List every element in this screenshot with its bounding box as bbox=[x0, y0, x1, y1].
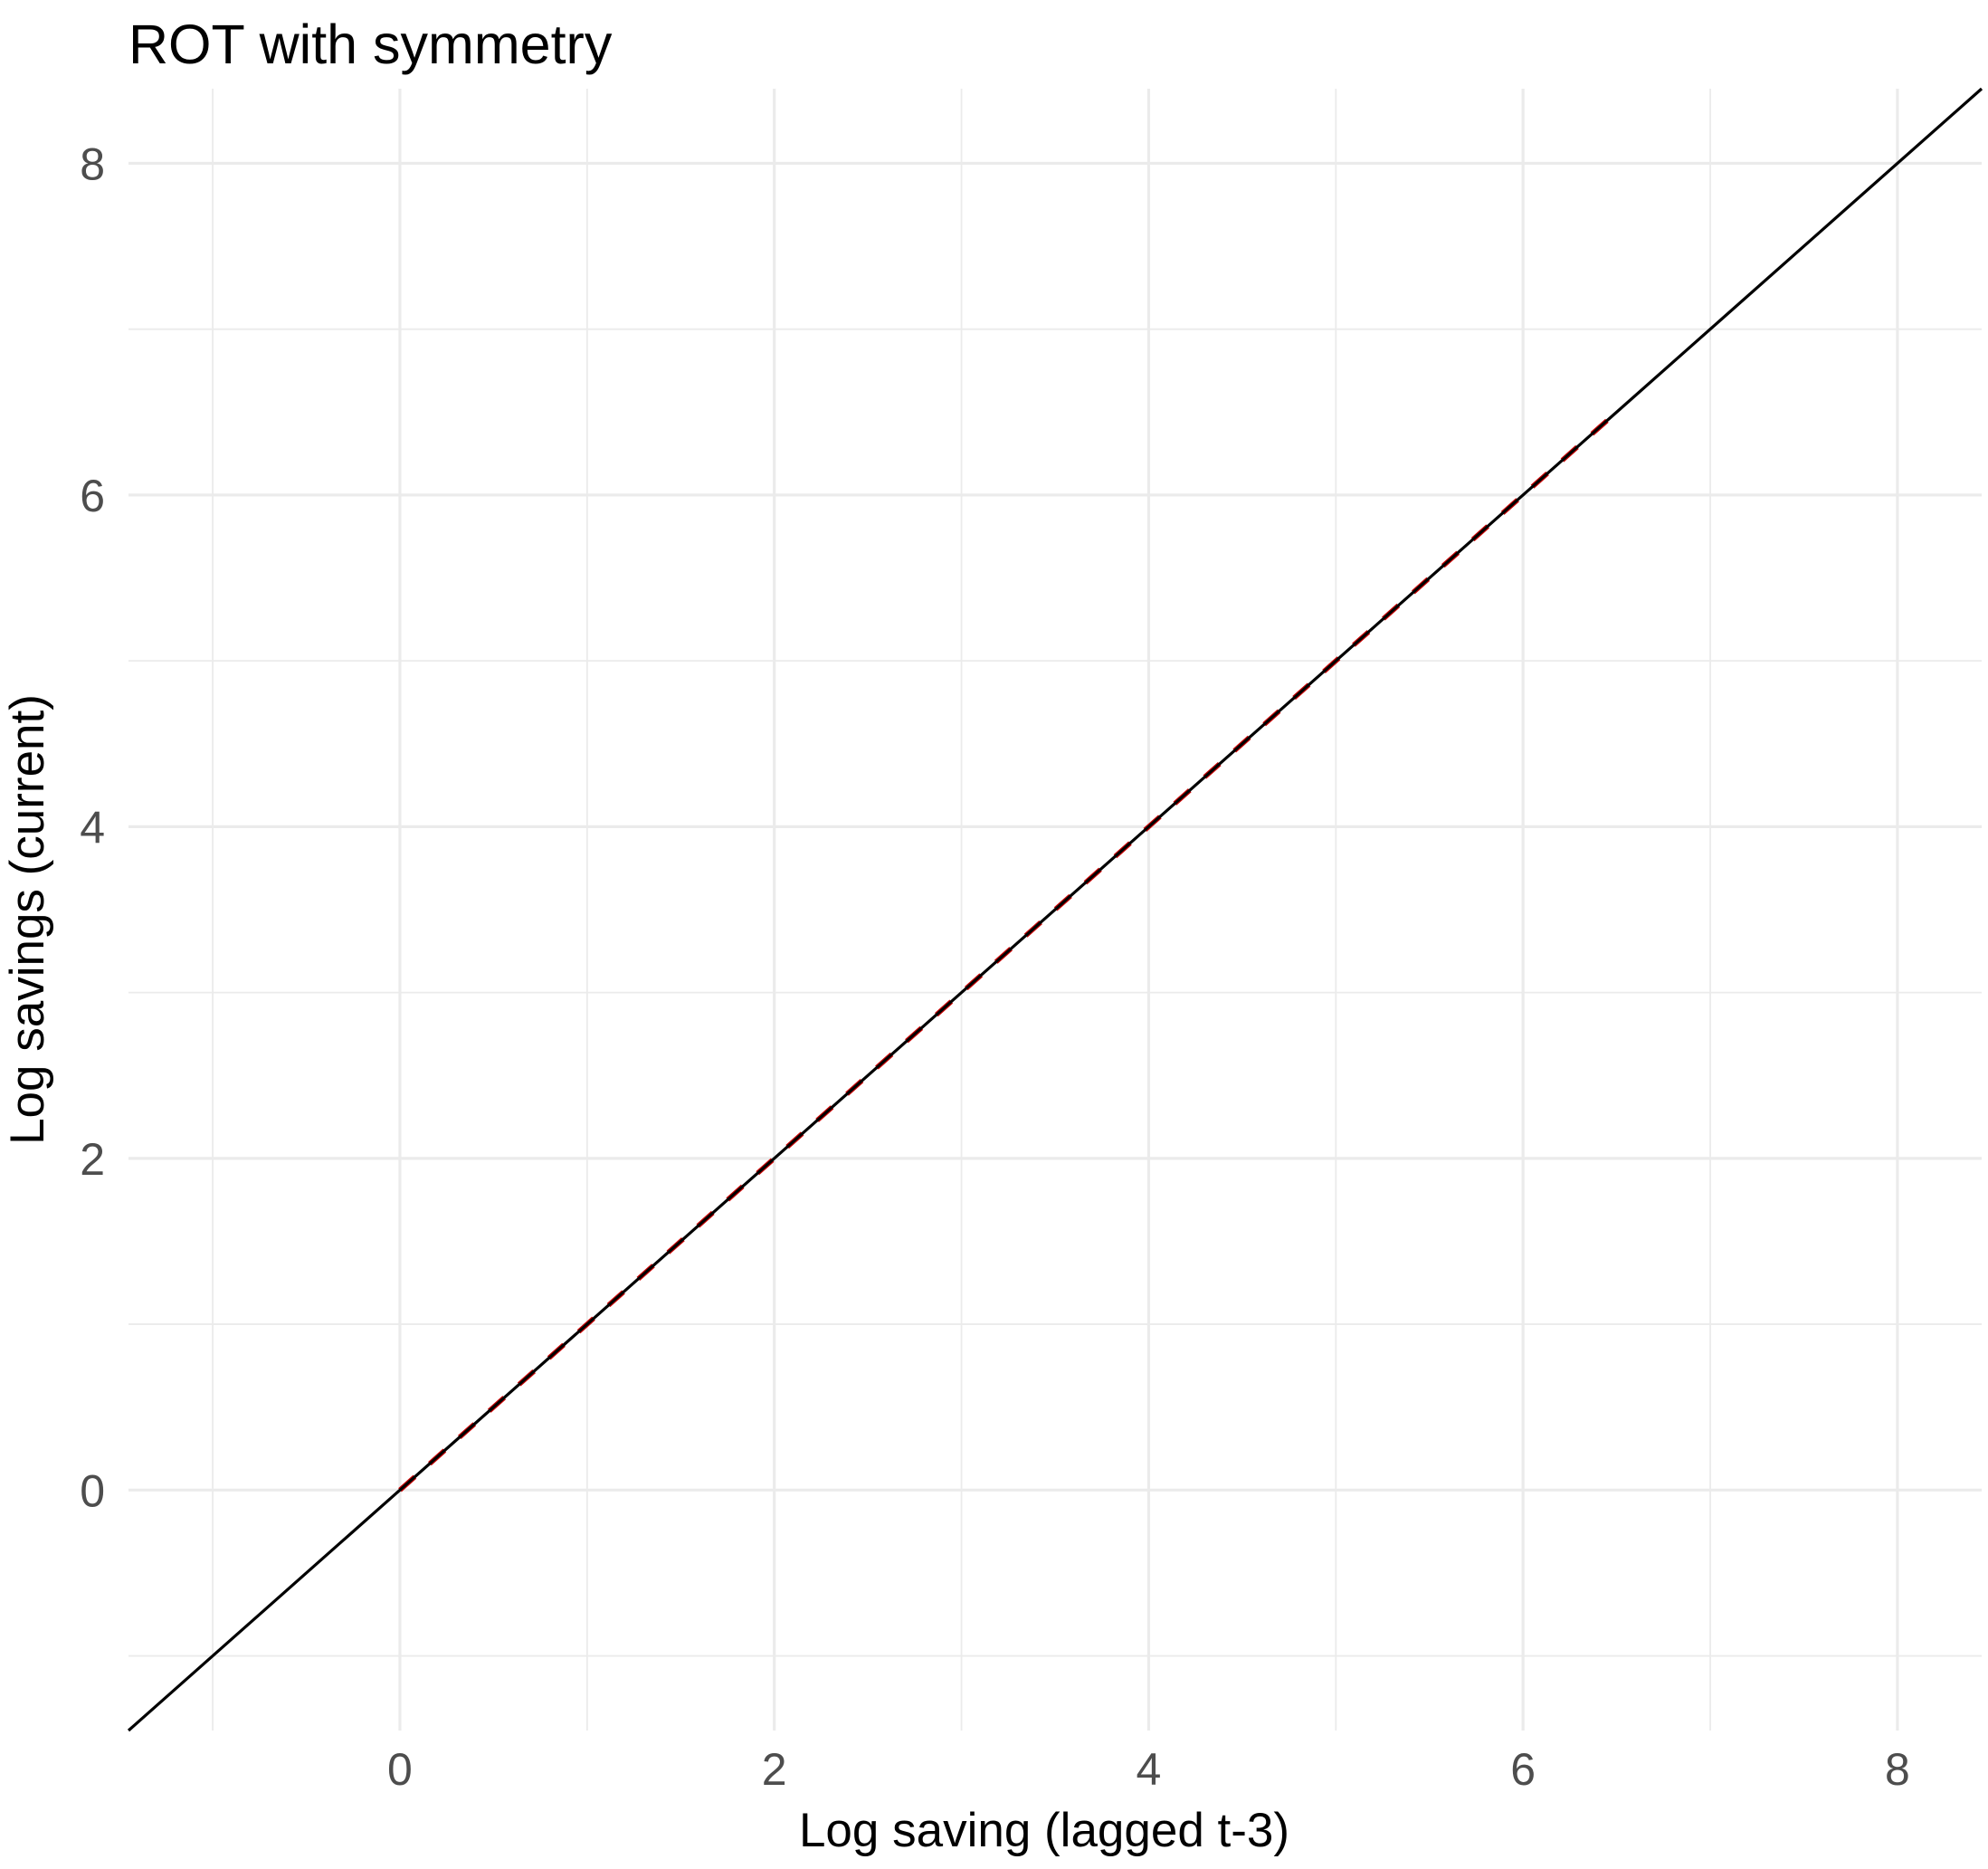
major-gridlines bbox=[128, 89, 1982, 1731]
minor-gridlines bbox=[128, 89, 1982, 1731]
x-axis-title: Log saving (lagged t-3) bbox=[799, 1804, 1289, 1857]
series-layer bbox=[127, 87, 1983, 1732]
identity-line bbox=[127, 87, 1983, 1732]
x-tick-labels: 0 2 4 6 8 bbox=[387, 1744, 1910, 1795]
y-tick-label: 4 bbox=[80, 802, 105, 853]
y-tick-label: 0 bbox=[80, 1465, 105, 1516]
x-tick-label: 6 bbox=[1510, 1744, 1536, 1795]
y-tick-label: 6 bbox=[80, 471, 105, 521]
y-tick-label: 2 bbox=[80, 1134, 105, 1185]
x-tick-label: 8 bbox=[1885, 1744, 1910, 1795]
x-tick-label: 4 bbox=[1137, 1744, 1162, 1795]
chart-title: ROT with symmetry bbox=[128, 14, 613, 75]
x-tick-label: 0 bbox=[387, 1744, 413, 1795]
x-tick-label: 2 bbox=[762, 1744, 787, 1795]
y-axis-title: Log savings (current) bbox=[1, 694, 54, 1145]
y-tick-label: 8 bbox=[80, 138, 105, 189]
y-tick-labels: 0 2 4 6 8 bbox=[80, 138, 105, 1516]
